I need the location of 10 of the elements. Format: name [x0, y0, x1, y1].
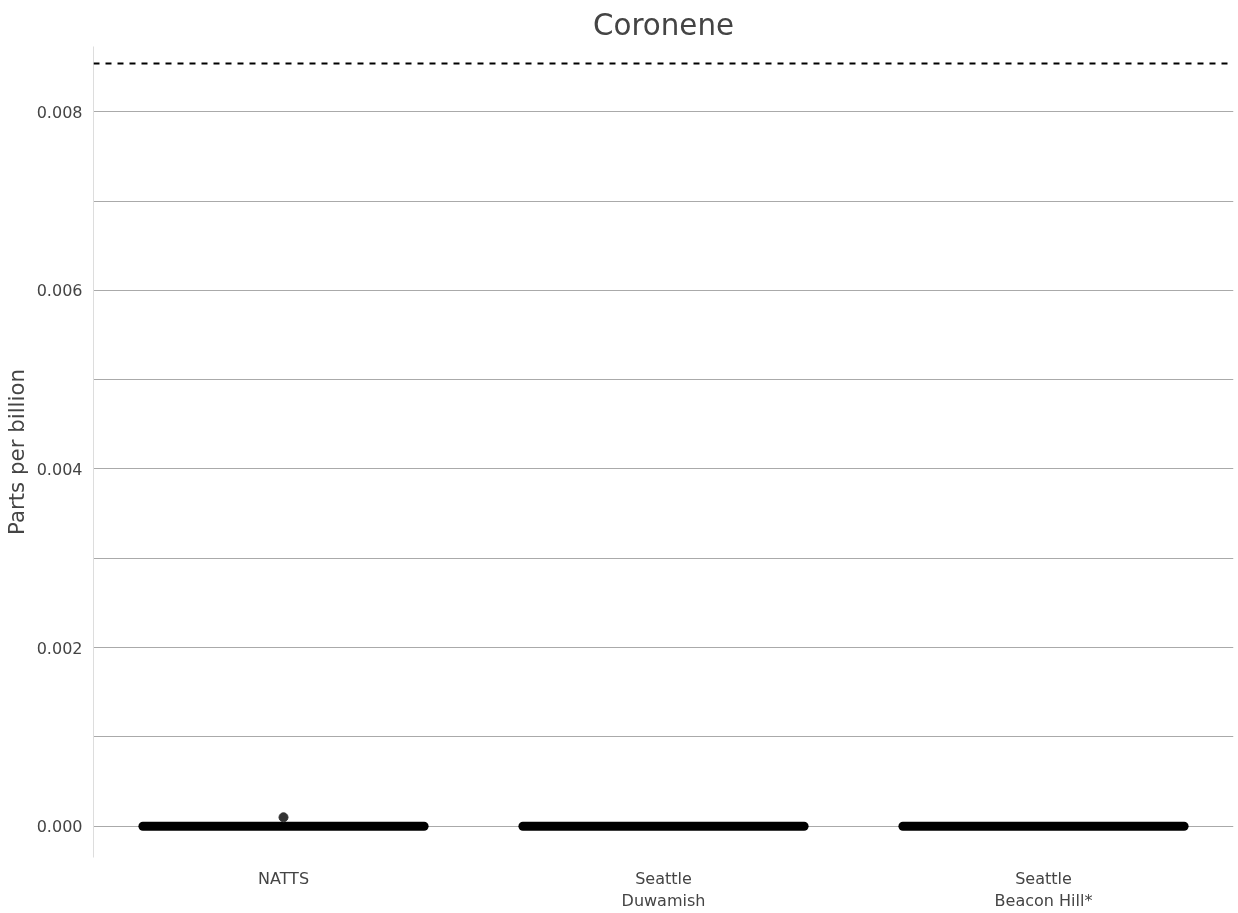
x-tick-label: NATTS	[257, 868, 310, 888]
y-tick-label: 0.008	[36, 102, 83, 122]
x-tick-label: Seattle Duwamish	[621, 868, 706, 911]
y-axis-title: Parts per billion	[3, 368, 29, 536]
y-tick-label: 0.006	[36, 281, 83, 301]
y-tick-label: 0.004	[36, 459, 83, 479]
y-tick-label: 0.000	[36, 817, 83, 837]
x-tick-label: Seattle Beacon Hill*	[994, 868, 1093, 911]
chart-title: Coronene	[592, 7, 735, 42]
y-tick-label: 0.002	[36, 638, 83, 658]
